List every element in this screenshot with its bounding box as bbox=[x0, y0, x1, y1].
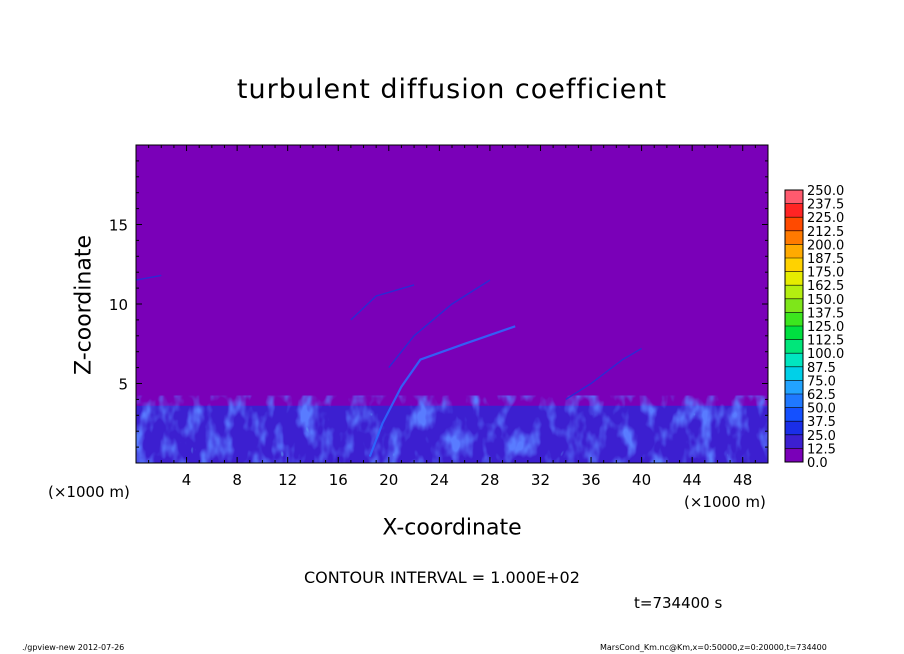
colorbar-swatch bbox=[785, 285, 803, 299]
colorbar-swatch bbox=[785, 217, 803, 231]
filament-streak bbox=[388, 279, 491, 369]
filament-streak bbox=[136, 274, 162, 281]
colorbar-label: 200.0 bbox=[807, 238, 844, 253]
colorbar-swatch bbox=[785, 203, 803, 218]
colorbar-label: 37.5 bbox=[807, 415, 836, 430]
colorbar-label: 137.5 bbox=[807, 306, 844, 321]
colorbar-label: 150.0 bbox=[807, 293, 844, 308]
colorbar-label: 62.5 bbox=[807, 388, 836, 403]
colorbar-label: 100.0 bbox=[807, 347, 844, 362]
colorbar-swatch bbox=[785, 353, 803, 367]
colorbar-swatch bbox=[785, 326, 803, 340]
colorbar-swatch bbox=[785, 312, 803, 326]
colorbar-swatch bbox=[785, 394, 803, 408]
turbulence-highlights bbox=[136, 413, 768, 463]
x-tick-label: 36 bbox=[581, 471, 600, 489]
y-tick-label: 10 bbox=[109, 296, 128, 314]
x-tick-label: 20 bbox=[379, 471, 398, 489]
x-unit-label-left: (×1000 m) bbox=[48, 483, 130, 501]
colorbar-swatch bbox=[785, 366, 803, 381]
filament-streak bbox=[368, 325, 516, 457]
colorbar-label: 87.5 bbox=[807, 361, 836, 376]
x-unit-label-right: (×1000 m) bbox=[684, 493, 766, 511]
colorbar-swatch bbox=[785, 407, 803, 422]
colorbar-swatch bbox=[785, 298, 803, 313]
footer-left-text: ./gpview-new 2012-07-26 bbox=[22, 643, 125, 652]
colorbar-label: 162.5 bbox=[807, 279, 844, 294]
colorbar-swatch bbox=[785, 448, 803, 462]
colorbar-label: 225.0 bbox=[807, 211, 844, 226]
y-tick-label: 5 bbox=[118, 376, 128, 394]
x-tick-label: 8 bbox=[232, 471, 242, 489]
colorbar-label: 212.5 bbox=[807, 225, 844, 240]
colorbar-swatch bbox=[785, 339, 803, 354]
x-tick-label: 12 bbox=[278, 471, 297, 489]
x-axis-label: X-coordinate bbox=[382, 515, 522, 541]
x-tick-label: 44 bbox=[683, 471, 702, 489]
x-tick-label: 32 bbox=[531, 471, 550, 489]
colorbar-label: 250.0 bbox=[807, 184, 844, 199]
colorbar-swatch bbox=[785, 230, 803, 245]
colorbar-label: 0.0 bbox=[807, 456, 828, 471]
x-ticks: 4 8 12 16 20 24 28 32 36 40 44 48 bbox=[148, 145, 756, 489]
x-tick-label: 4 bbox=[182, 471, 192, 489]
colorbar-label: 187.5 bbox=[807, 252, 844, 267]
colorbar-swatch bbox=[785, 271, 803, 286]
colorbar-label: 125.0 bbox=[807, 320, 844, 335]
x-tick-label: 16 bbox=[329, 471, 348, 489]
filament-streak bbox=[565, 347, 642, 400]
colorbar-swatch bbox=[785, 421, 803, 435]
heatmap-field bbox=[136, 145, 768, 463]
x-tick-label: 24 bbox=[430, 471, 449, 489]
colorbar-swatch bbox=[785, 190, 803, 204]
colorbar-label: 237.5 bbox=[807, 198, 844, 213]
colorbar-label: 25.0 bbox=[807, 429, 836, 444]
colorbar-swatch bbox=[785, 380, 803, 394]
chart-title: turbulent diffusion coefficient bbox=[236, 74, 668, 105]
colorbar: 0.012.525.037.550.062.575.087.5100.0112.… bbox=[784, 184, 844, 471]
colorbar-label: 50.0 bbox=[807, 402, 836, 417]
colorbar-swatch bbox=[785, 258, 803, 272]
filament-streak bbox=[350, 284, 415, 321]
colorbar-swatch bbox=[785, 434, 803, 449]
x-tick-label: 28 bbox=[480, 471, 499, 489]
footer-right-text: MarsCond_Km.nc@Km,x=0:50000,z=0:20000,t=… bbox=[600, 643, 827, 652]
contour-interval-text: CONTOUR INTERVAL = 1.000E+02 bbox=[304, 568, 580, 587]
x-tick-label: 40 bbox=[632, 471, 651, 489]
time-label: t=734400 s bbox=[634, 594, 723, 612]
y-tick-label: 15 bbox=[109, 217, 128, 235]
colorbar-label: 175.0 bbox=[807, 266, 844, 281]
colorbar-label: 112.5 bbox=[807, 334, 844, 349]
colorbar-label: 75.0 bbox=[807, 374, 836, 389]
x-tick-label: 48 bbox=[733, 471, 752, 489]
y-ticks: 5 10 15 bbox=[109, 160, 768, 448]
colorbar-label: 12.5 bbox=[807, 442, 836, 457]
colorbar-swatch bbox=[785, 244, 803, 258]
